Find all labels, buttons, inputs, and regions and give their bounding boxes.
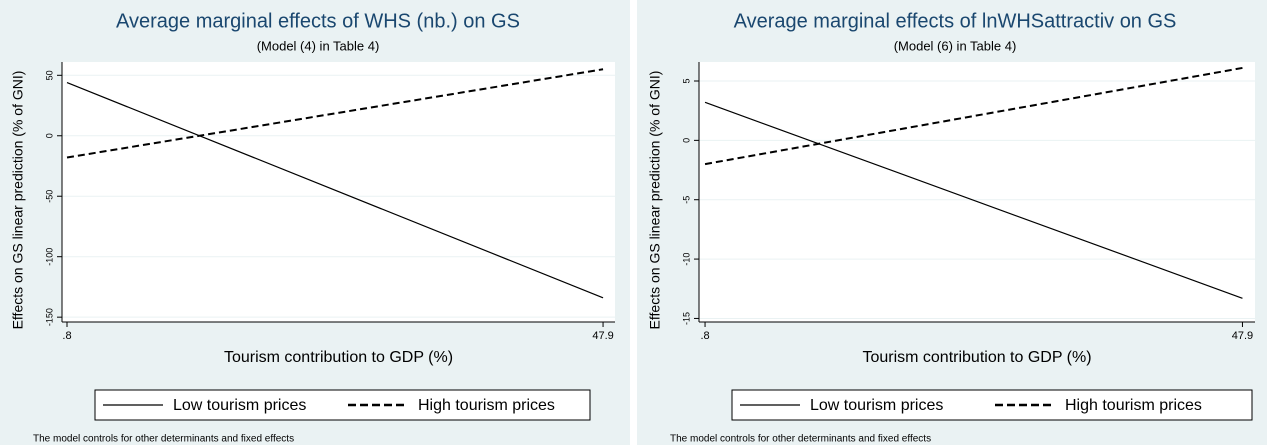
x-tick-label: .8 bbox=[700, 330, 709, 342]
chart-subtitle: (Model (4) in Table 4) bbox=[257, 38, 380, 53]
legend: Low tourism prices High tourism prices bbox=[94, 389, 591, 421]
x-axis-title: Tourism contribution to GDP (%) bbox=[224, 349, 453, 366]
legend-label: Low tourism prices bbox=[810, 397, 943, 414]
y-tick-label: -150 bbox=[44, 308, 54, 326]
legend-label: High tourism prices bbox=[418, 397, 555, 414]
y-tick-label: -10 bbox=[681, 253, 691, 266]
series-line bbox=[66, 68, 604, 159]
y-tick-label: 0 bbox=[681, 138, 691, 143]
chart-subtitle: (Model (6) in Table 4) bbox=[894, 38, 1017, 53]
note: The model controls for other determinant… bbox=[33, 434, 294, 445]
y-tick-label: 0 bbox=[44, 133, 54, 138]
note: The model controls for other determinant… bbox=[670, 434, 931, 445]
legend: Low tourism prices High tourism prices bbox=[731, 389, 1253, 421]
x-axis-title: Tourism contribution to GDP (%) bbox=[862, 349, 1091, 366]
y-tick-label: -15 bbox=[681, 312, 691, 325]
legend-label: High tourism prices bbox=[1065, 397, 1202, 414]
series-line bbox=[704, 66, 1243, 166]
y-tick-label: -100 bbox=[44, 248, 54, 266]
legend-label: Low tourism prices bbox=[173, 397, 306, 414]
chart-title: Average marginal effects of lnWHSattract… bbox=[734, 10, 1177, 32]
y-tick-label: 50 bbox=[44, 70, 54, 80]
x-tick-label: .8 bbox=[62, 330, 71, 342]
x-tick-label: 47.9 bbox=[1232, 330, 1253, 342]
y-axis-title: Effects on GS linear prediction (% of GN… bbox=[647, 71, 663, 330]
y-tick-label: 5 bbox=[681, 78, 691, 83]
series-line bbox=[704, 101, 1243, 299]
y-tick-label: -50 bbox=[44, 190, 54, 203]
plot-area bbox=[699, 62, 1255, 322]
x-tick-label: 47.9 bbox=[592, 330, 613, 342]
y-axis-title: Effects on GS linear prediction (% of GN… bbox=[10, 71, 26, 330]
series-line bbox=[66, 82, 604, 299]
legend-box bbox=[731, 389, 1253, 421]
legend-box bbox=[94, 389, 591, 421]
y-tick-label: -5 bbox=[681, 196, 691, 204]
chart-title: Average marginal effects of WHS (nb.) on… bbox=[116, 10, 520, 32]
